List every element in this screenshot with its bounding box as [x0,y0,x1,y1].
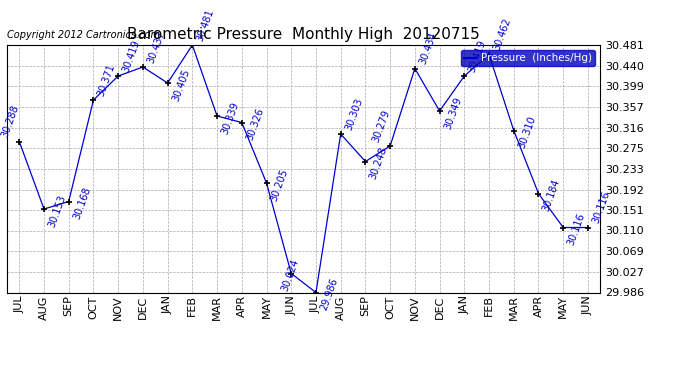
Text: 30.205: 30.205 [269,167,290,202]
Text: 29.986: 29.986 [319,277,339,312]
Text: 30.184: 30.184 [541,178,562,213]
Text: 30.434: 30.434 [417,31,439,66]
Text: 30.481: 30.481 [195,7,216,42]
Text: 30.279: 30.279 [371,108,392,143]
Text: 30.349: 30.349 [442,95,463,130]
Text: 30.168: 30.168 [72,186,92,221]
Text: 30.419: 30.419 [121,38,142,73]
Text: 30.116: 30.116 [591,190,611,225]
Text: 30.326: 30.326 [244,107,266,142]
Text: 30.371: 30.371 [96,62,117,97]
Text: Copyright 2012 Cartronics.com: Copyright 2012 Cartronics.com [7,30,160,40]
Title: Barometric Pressure  Monthly High  20120715: Barometric Pressure Monthly High 2012071… [127,27,480,42]
Text: 30.153: 30.153 [47,193,68,228]
Legend: Pressure  (Inches/Hg): Pressure (Inches/Hg) [461,50,595,66]
Text: 30.405: 30.405 [170,67,191,102]
Text: 30.303: 30.303 [344,96,364,131]
Text: 30.024: 30.024 [280,258,301,293]
Text: 30.419: 30.419 [467,38,488,73]
Text: 30.288: 30.288 [0,104,21,139]
Text: 30.437: 30.437 [146,29,166,64]
Text: 30.339: 30.339 [220,100,241,135]
Text: 30.310: 30.310 [517,115,538,150]
Text: 30.462: 30.462 [492,16,513,52]
Text: 30.248: 30.248 [368,146,389,181]
Text: 30.116: 30.116 [566,212,587,247]
